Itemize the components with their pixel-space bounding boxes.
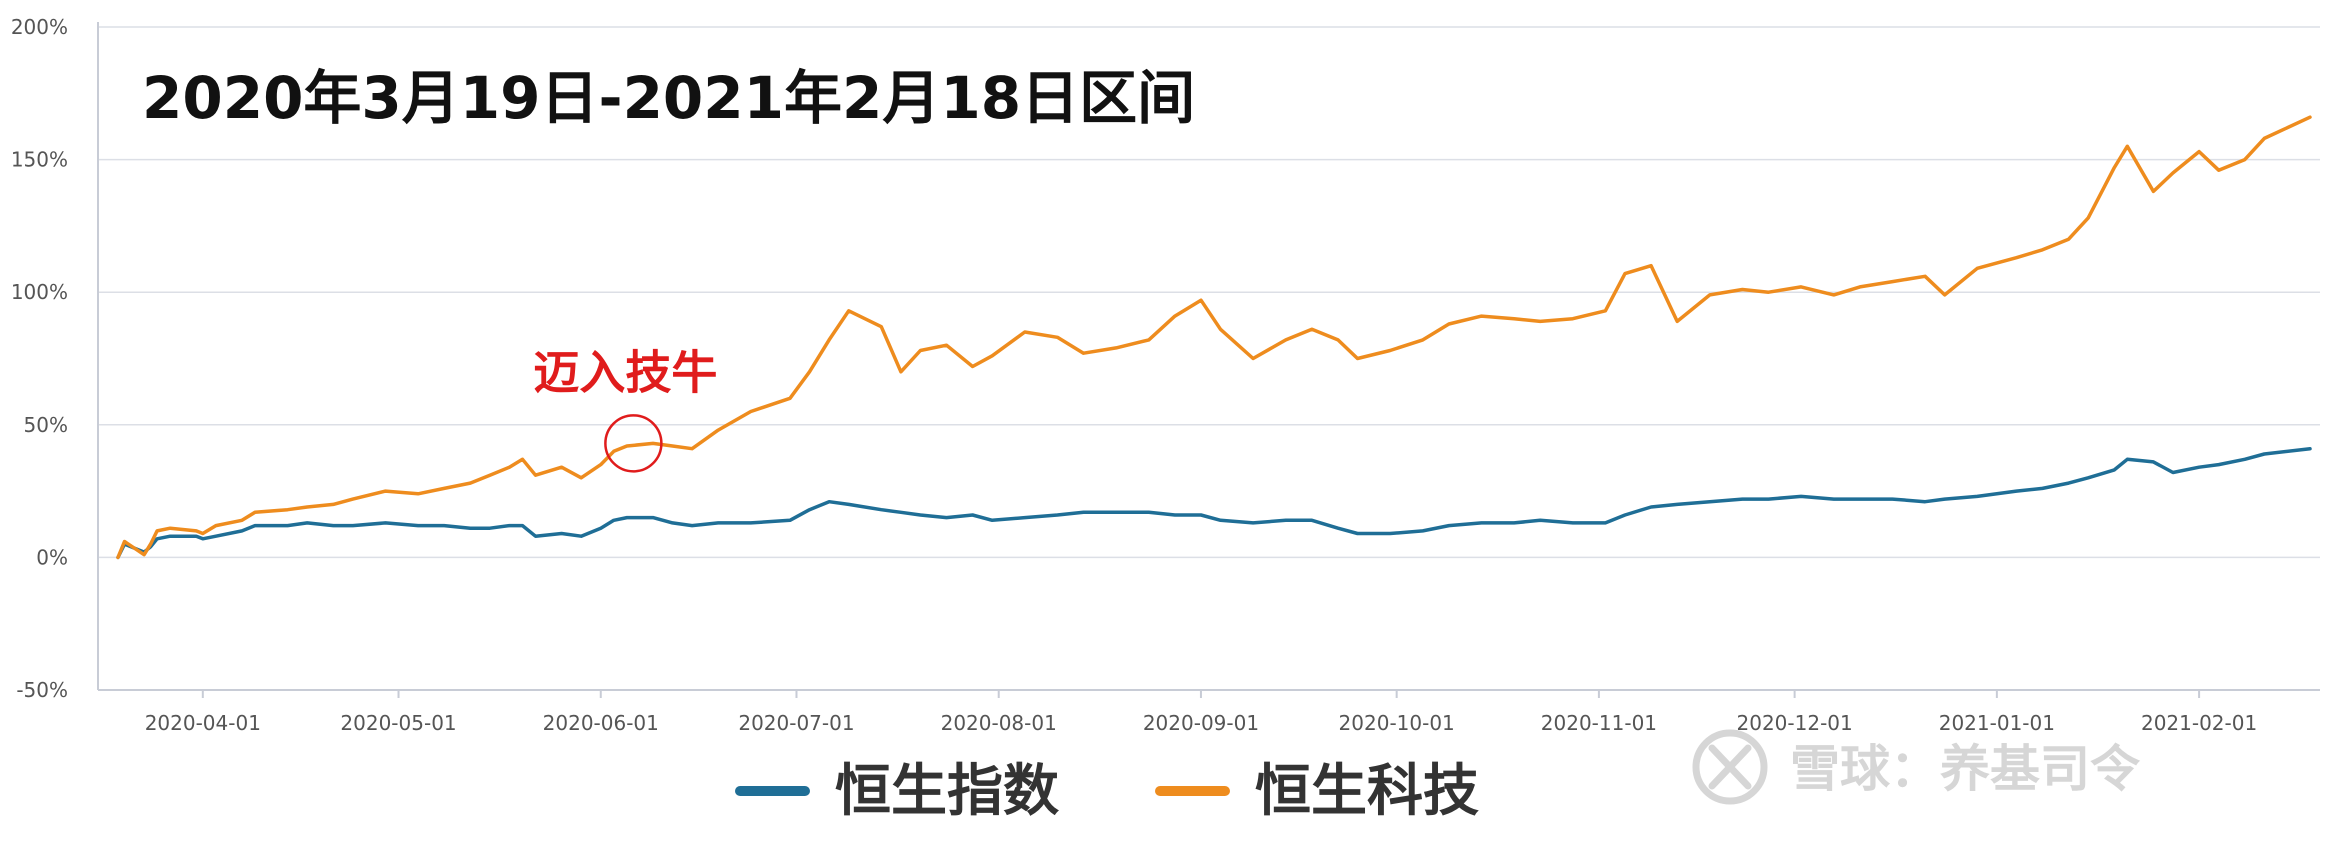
y-tick-label: -50% bbox=[16, 678, 68, 702]
series-layer bbox=[116, 115, 2312, 560]
legend-swatch-1 bbox=[1155, 786, 1230, 796]
y-tick-label: 50% bbox=[24, 413, 68, 437]
watermark-text: 雪球：养基司令 bbox=[1790, 740, 2141, 798]
axis-layer: -50% 0% 50% 100% 150% 200% 2020-04-01 2020-05-0… bbox=[11, 15, 2320, 735]
chart-title: 2020年3月19日-2021年2月18日区间 bbox=[142, 64, 1195, 132]
y-tick-label: 150% bbox=[11, 148, 68, 172]
y-tick-label: 100% bbox=[11, 280, 68, 304]
x-tick-label: 2020-08-01 bbox=[941, 711, 1057, 735]
xueqiu-logo-icon bbox=[1692, 729, 1768, 805]
x-tick-label: 2020-11-01 bbox=[1541, 711, 1657, 735]
x-tick-label: 2020-04-01 bbox=[145, 711, 261, 735]
watermark: 雪球：养基司令 bbox=[1692, 729, 2141, 805]
series-line-1 bbox=[116, 115, 2312, 560]
annotation-label: 迈入技牛 bbox=[533, 345, 717, 399]
x-tick-label: 2021-02-01 bbox=[2141, 711, 2257, 735]
x-tick-label: 2021-01-01 bbox=[1939, 711, 2055, 735]
x-tick-label: 2020-07-01 bbox=[738, 711, 854, 735]
annotation-layer: 迈入技牛 bbox=[533, 345, 717, 473]
x-tick-label: 2020-09-01 bbox=[1143, 711, 1259, 735]
legend-label-1: 恒生科技 bbox=[1255, 759, 1479, 824]
legend-label-0: 恒生指数 bbox=[835, 759, 1059, 824]
legend: 恒生指数 恒生科技 bbox=[735, 759, 1479, 824]
x-tick-label: 2020-12-01 bbox=[1737, 711, 1853, 735]
legend-swatch-0 bbox=[735, 786, 810, 796]
x-tick-label: 2020-06-01 bbox=[543, 711, 659, 735]
annotation-circle bbox=[604, 414, 663, 473]
x-tick-label: 2020-05-01 bbox=[340, 711, 456, 735]
y-tick-label: 200% bbox=[11, 15, 68, 39]
series-line-0 bbox=[116, 446, 2312, 560]
y-tick-label: 0% bbox=[36, 545, 68, 569]
x-tick-label: 2020-10-01 bbox=[1339, 711, 1455, 735]
